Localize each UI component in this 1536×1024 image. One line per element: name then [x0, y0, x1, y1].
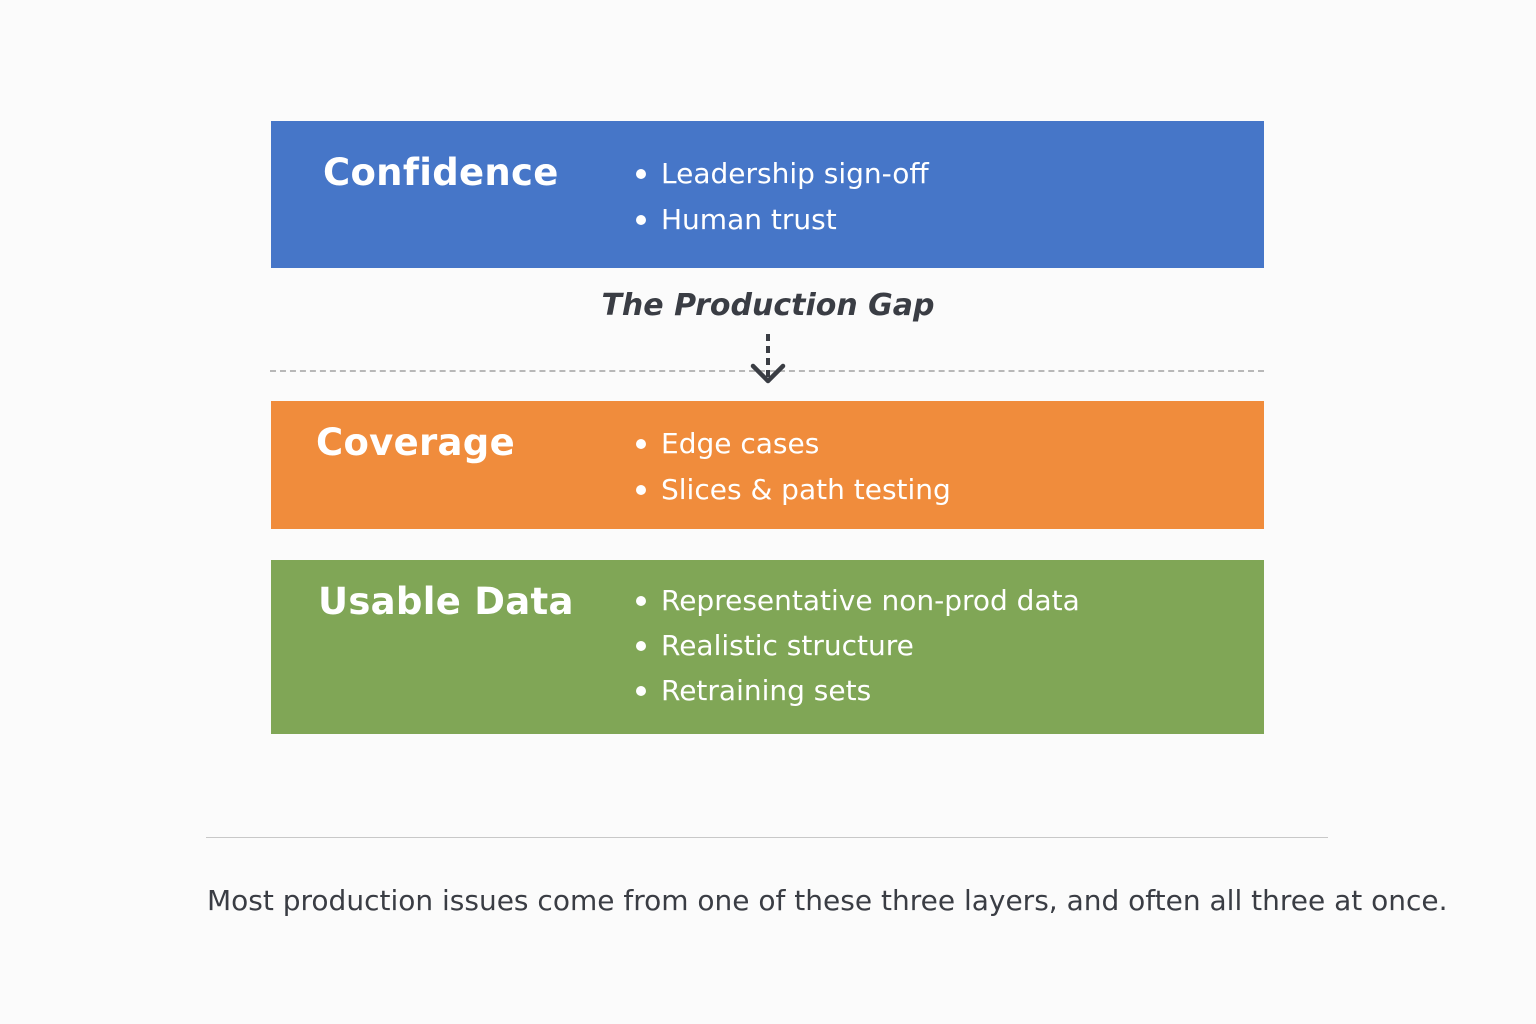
caption: Most production issues come from one of … — [207, 884, 1448, 917]
list-item: Retraining sets — [636, 668, 1080, 713]
list-item: Representative non-prod data — [636, 578, 1080, 623]
layer-title: Coverage — [316, 421, 515, 464]
list-item: Edge cases — [636, 421, 951, 467]
layer-confidence: Confidence Leadership sign-off Human tru… — [271, 121, 1264, 268]
layer-items: Edge cases Slices & path testing — [636, 421, 951, 513]
list-item: Realistic structure — [636, 623, 1080, 668]
layer-coverage: Coverage Edge cases Slices & path testin… — [271, 401, 1264, 529]
divider — [206, 837, 1328, 838]
list-item: Leadership sign-off — [636, 151, 929, 197]
production-gap-label: The Production Gap — [601, 288, 935, 323]
layer-title: Usable Data — [318, 580, 574, 623]
layer-items: Leadership sign-off Human trust — [636, 151, 929, 243]
list-item: Slices & path testing — [636, 467, 951, 513]
layer-title: Confidence — [323, 151, 559, 194]
arrow-down-icon — [750, 334, 786, 384]
layer-items: Representative non-prod data Realistic s… — [636, 578, 1080, 713]
layer-usable-data: Usable Data Representative non-prod data… — [271, 560, 1264, 734]
list-item: Human trust — [636, 197, 929, 243]
